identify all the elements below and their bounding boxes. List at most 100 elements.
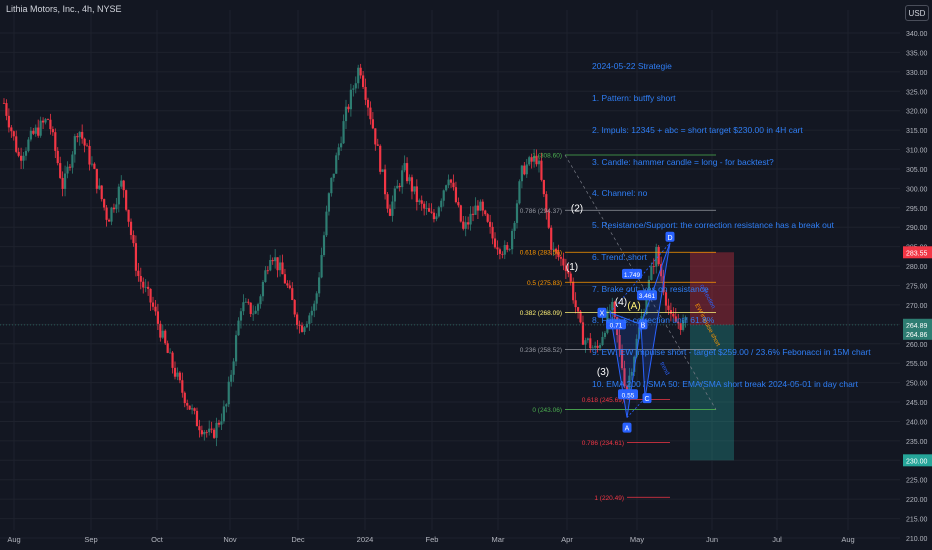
candle-body [286,283,289,286]
candle-body [447,179,450,186]
y-tick-label: 270.00 [906,303,928,310]
candle-body [125,190,128,210]
candle-body [107,219,111,222]
candle-body [376,144,379,146]
candle-body [149,288,152,303]
candle-body [205,431,208,433]
candle-body [623,368,626,387]
x-tick-label: Mar [492,535,505,544]
candle-body [410,177,414,192]
candle-body [303,327,306,332]
candle-body [540,160,543,180]
candle-body [225,404,228,407]
candle-body [418,200,421,203]
candle-body [169,352,172,354]
candle-body [427,208,431,212]
y-tick-label: 320.00 [906,109,928,116]
candle-body [134,243,138,271]
y-tick-label: 245.00 [906,400,928,407]
candle-body [420,200,423,204]
candle-body [308,315,311,324]
candle-body [667,305,670,311]
candle-body [78,131,81,138]
candle-body [139,275,142,282]
candle-body [85,145,89,147]
candle-body [234,335,238,362]
strategy-note-line: 10. EMA 200 / SMA 50: EMA/SMA short brea… [592,379,859,389]
candle-body [423,203,426,209]
candle-body [17,151,20,156]
candle-body [217,422,221,425]
candle-body [396,185,399,189]
candle-body [403,163,406,171]
candle-body [574,300,577,308]
candle-body [618,334,621,349]
candle-body [337,147,340,156]
candle-body [476,205,480,211]
candle-body [357,67,360,84]
candle-body [90,163,94,165]
candle-body [254,310,257,314]
fib-extension-label: 0.618 (245.69) [582,397,624,404]
x-tick-label: Jul [772,535,782,544]
candle-body [176,372,179,377]
candle-body [528,157,531,165]
candle-body [562,258,565,266]
candle-body [73,136,76,155]
candle-body [633,356,636,372]
candle-body [469,213,472,225]
candle-body [371,119,374,129]
rotated-annotation: trend [658,361,670,376]
candle-body [291,288,294,301]
candle-body [501,253,504,255]
pattern-point-badge [597,307,607,318]
candle-body [652,266,655,268]
candle-body [547,212,550,228]
candle-body [59,163,62,178]
candle-body [513,222,516,231]
candle-body [120,180,123,187]
candle-body [511,230,514,250]
pattern-point-label: X [600,311,605,318]
candle-body [215,422,218,438]
candle-body [71,154,74,168]
candle-body [489,221,492,227]
symbol-title: Lithia Motors, Inc., 4h, NYSE [6,4,122,14]
candle-body [625,386,629,390]
fib-level-label: 1 (308.60) [532,152,562,159]
candle-body [61,177,64,189]
strategy-note-line: 3. Candle: hammer candle = long - for ba… [592,156,774,167]
candle-body [305,323,309,328]
candle-body [37,127,40,136]
pattern-ratio-label: 1.749 [624,272,641,279]
candle-body [156,311,159,324]
candle-body [191,408,194,410]
candle-body [144,286,147,288]
candle-body [374,128,377,145]
y-tick-label: 335.00 [906,50,928,57]
currency-button[interactable]: USD [905,5,929,21]
candle-body [596,345,599,348]
x-tick-label: Nov [223,535,237,544]
candle-body [147,286,150,289]
candle-body [39,120,42,136]
pattern-ratio-badge [637,290,657,301]
candle-body [93,163,96,169]
candle-body [645,298,648,315]
candle-body [132,235,135,244]
candle-body [129,221,133,236]
candle-body [193,408,196,411]
candle-body [154,306,157,312]
candle-body [83,138,86,146]
y-tick-label: 280.00 [906,264,928,271]
candle-body [518,181,521,204]
candle-body [552,248,555,250]
candle-body [408,177,411,182]
candle-body [542,179,545,195]
candle-body [293,300,296,315]
candle-body [349,89,352,110]
candle-body [247,301,250,303]
strategy-note-line: 1. Pattern: butffy short [592,92,676,103]
